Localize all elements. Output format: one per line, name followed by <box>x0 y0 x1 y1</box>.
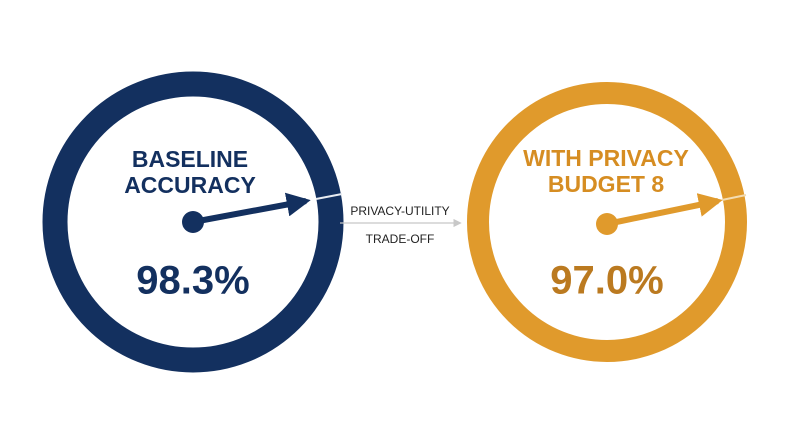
connector: PRIVACY-UTILITY TRADE-OFF <box>340 204 462 246</box>
gauge-ring <box>467 82 747 362</box>
gauge-needle <box>606 193 723 227</box>
connector-label: PRIVACY-UTILITY <box>350 204 449 218</box>
gauge-baseline: BASELINE ACCURACY 98.3% <box>42 71 344 373</box>
gauge-label: ACCURACY <box>124 172 256 198</box>
gauge-value: 97.0% <box>550 259 663 303</box>
gauge-label: BASELINE <box>132 146 248 172</box>
needle-hub <box>596 213 618 235</box>
connector-label: TRADE-OFF <box>366 232 435 246</box>
needle-hub <box>182 211 204 233</box>
gauge-label: WITH PRIVACY <box>523 145 689 171</box>
gauge-value: 98.3% <box>136 259 249 303</box>
gauge-ring <box>42 71 344 373</box>
gauge-gap <box>315 193 343 200</box>
gauge-gap <box>721 194 747 201</box>
gauge-label: BUDGET 8 <box>548 171 665 197</box>
gauge-needle <box>192 192 311 225</box>
gauge-privacy: WITH PRIVACY BUDGET 8 97.0% <box>467 82 747 362</box>
